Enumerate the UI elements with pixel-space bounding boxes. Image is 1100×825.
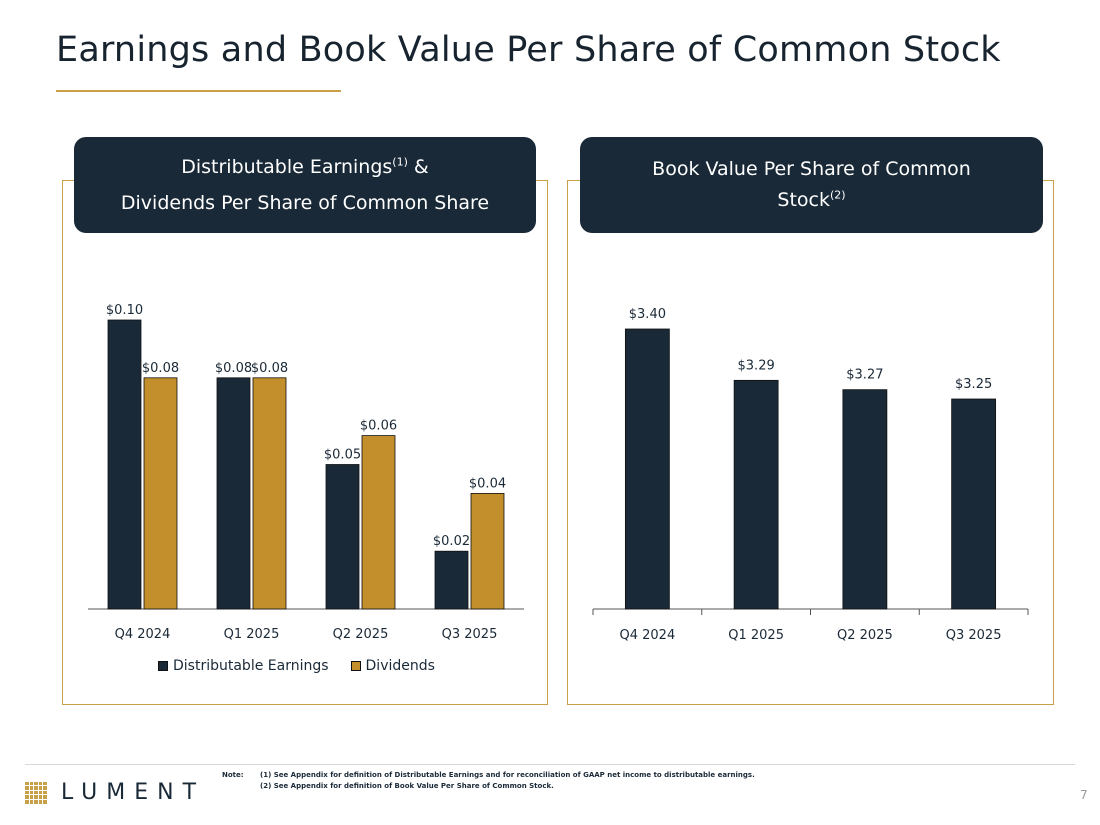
bar-distributable-earnings-q2-2025 <box>325 464 360 610</box>
legend-item-dividends: Dividends <box>350 658 435 674</box>
bar-book-value-q4-2024 <box>624 328 670 610</box>
data-label-distributable-earnings-q3-2025: $0.02 <box>433 534 470 549</box>
data-label-book-value-q2-2025: $3.27 <box>846 368 883 383</box>
bar-distributable-earnings-q4-2024 <box>107 319 142 610</box>
bar-distributable-earnings-q1-2025 <box>216 377 251 610</box>
right-header-line2: Stock(2) <box>777 188 846 211</box>
data-label-distributable-earnings-q2-2025: $0.05 <box>324 448 361 463</box>
left-chart-panel <box>62 180 548 705</box>
bar-book-value-q2-2025 <box>842 389 888 610</box>
bar-book-value-q3-2025 <box>951 398 997 610</box>
left-header-line1: Distributable Earnings(1) & <box>181 155 429 178</box>
chart-legend: Distributable Earnings Dividends <box>158 658 457 674</box>
data-label-book-value-q1-2025: $3.29 <box>738 358 775 373</box>
x-tick-label-left: Q3 2025 <box>442 627 498 642</box>
data-label-dividends-q4-2024: $0.08 <box>142 361 179 376</box>
bar-distributable-earnings-q3-2025 <box>434 550 469 610</box>
legend-swatch-gold <box>350 661 361 671</box>
footnotes: Note: (1) See Appendix for definition of… <box>222 770 755 792</box>
logo-grid-icon <box>25 781 47 804</box>
data-label-distributable-earnings-q1-2025: $0.08 <box>215 361 252 376</box>
logo-wordmark: LUMENT <box>61 780 206 805</box>
left-chart-header: Distributable Earnings(1) & Dividends Pe… <box>74 137 536 233</box>
legend-swatch-navy <box>158 661 168 671</box>
x-tick-label-right: Q3 2025 <box>946 628 1002 643</box>
data-label-book-value-q4-2024: $3.40 <box>629 307 666 322</box>
footnote-2: (2) See Appendix for definition of Book … <box>260 782 554 790</box>
bar-dividends-q2-2025 <box>361 435 396 610</box>
lument-logo: LUMENT <box>25 780 205 805</box>
data-label-book-value-q3-2025: $3.25 <box>955 377 992 392</box>
footnote-1: (1) See Appendix for definition of Distr… <box>260 771 755 779</box>
bar-dividends-q4-2024 <box>143 377 178 610</box>
right-header-line1: Book Value Per Share of Common <box>652 158 971 180</box>
x-tick-label-left: Q1 2025 <box>224 627 280 642</box>
bar-dividends-q1-2025 <box>252 377 287 610</box>
bar-book-value-q1-2025 <box>733 379 779 610</box>
right-chart-header: Book Value Per Share of Common Stock(2) <box>580 137 1043 233</box>
x-tick-label-left: Q2 2025 <box>333 627 389 642</box>
data-label-distributable-earnings-q4-2024: $0.10 <box>106 303 143 318</box>
note-label: Note: <box>222 771 244 779</box>
data-label-dividends-q3-2025: $0.04 <box>469 476 506 491</box>
x-tick-label-right: Q4 2024 <box>620 628 676 643</box>
page-title: Earnings and Book Value Per Share of Com… <box>56 30 1001 70</box>
x-tick-label-right: Q2 2025 <box>837 628 893 643</box>
left-header-line2: Dividends Per Share of Common Share <box>120 192 490 214</box>
page-number: 7 <box>1080 788 1088 802</box>
footer-divider <box>25 764 1075 765</box>
title-underline <box>56 90 341 92</box>
data-label-dividends-q2-2025: $0.06 <box>360 419 397 434</box>
x-tick-label-left: Q4 2024 <box>115 627 171 642</box>
data-label-dividends-q1-2025: $0.08 <box>251 361 288 376</box>
bar-dividends-q3-2025 <box>470 492 505 610</box>
x-tick-label-right: Q1 2025 <box>728 628 784 643</box>
legend-item-distributable-earnings: Distributable Earnings <box>158 658 329 674</box>
